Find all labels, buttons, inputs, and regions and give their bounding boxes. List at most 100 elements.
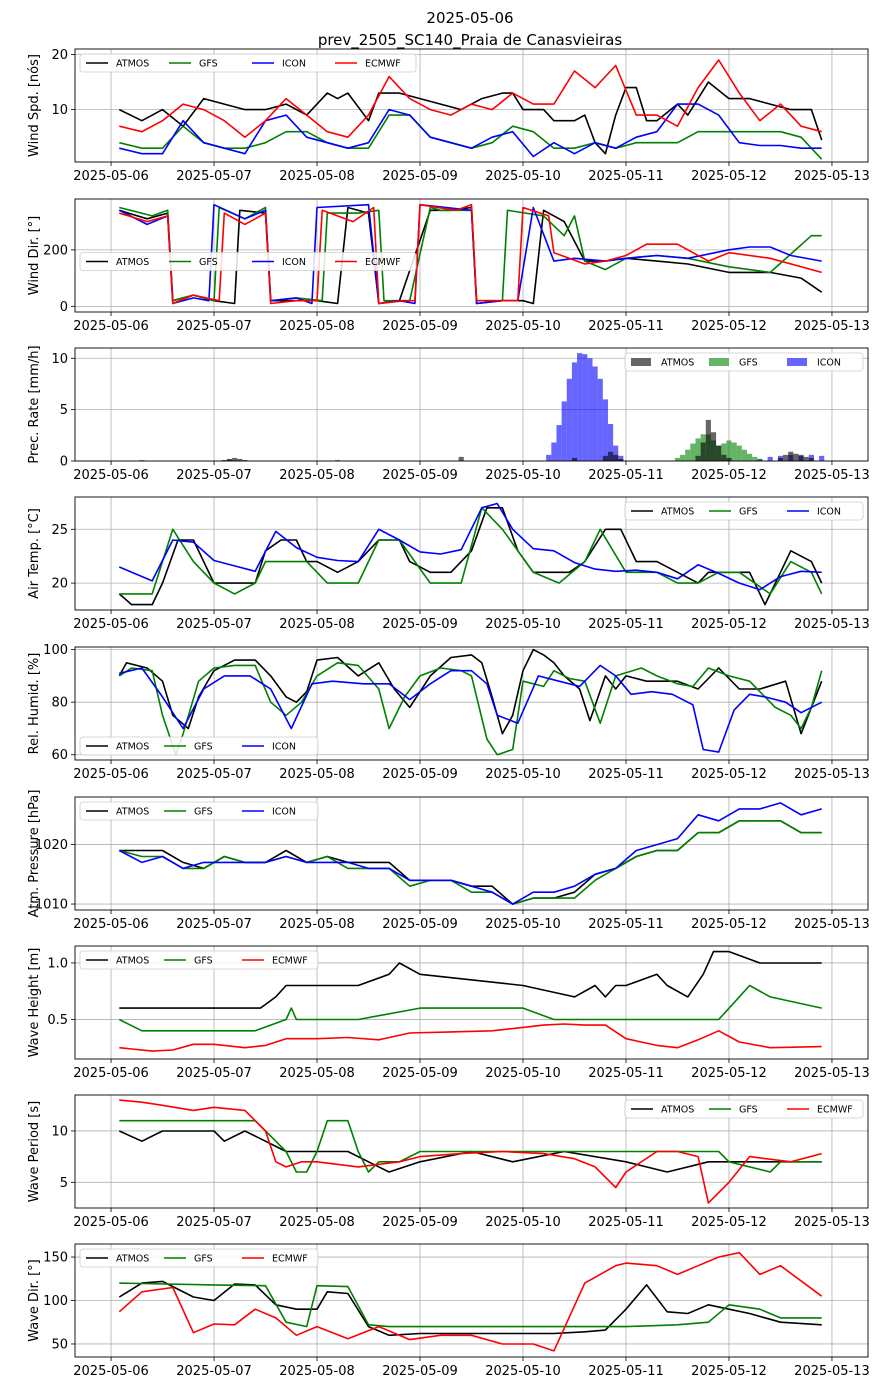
legend-label: ATMOS: [116, 956, 149, 967]
legend-label: ECMWF: [365, 59, 401, 70]
x-tick-label: 2025-05-10: [485, 1215, 561, 1230]
bar-icon: [587, 358, 593, 461]
legend-box: [79, 950, 319, 970]
y-tick-label: 150: [43, 1251, 68, 1266]
y-tick-label: 50: [51, 1337, 68, 1352]
legend-label: ATMOS: [116, 742, 149, 753]
legend: ATMOS GFS ECMWF: [79, 950, 319, 970]
plot-area: [139, 353, 825, 461]
x-tick-label: 2025-05-10: [485, 767, 561, 782]
x-tick-label: 2025-05-12: [691, 1066, 767, 1081]
legend-label: ATMOS: [661, 358, 694, 369]
bar-gfs: [741, 449, 747, 461]
y-axis-label: Wave Height [m]: [27, 948, 42, 1058]
x-tick-label: 2025-05-06: [73, 1066, 149, 1081]
x-tick-label: 2025-05-07: [176, 917, 252, 932]
legend-label: ATMOS: [661, 507, 694, 518]
bar-icon: [767, 456, 773, 461]
bar-icon: [577, 353, 583, 461]
bar-atmos: [221, 459, 227, 461]
x-tick-label: 2025-05-12: [691, 1364, 767, 1379]
bar-atmos: [783, 454, 789, 461]
legend-label: ICON: [817, 507, 841, 518]
bar-atmos: [618, 458, 624, 461]
bar-atmos: [695, 455, 701, 461]
bar-icon: [566, 378, 572, 461]
series-line-gfs: [119, 819, 822, 905]
series-line-icon: [119, 103, 822, 158]
x-tick-label: 2025-05-08: [279, 468, 355, 483]
bar-gfs: [335, 459, 341, 461]
legend-label: GFS: [194, 956, 213, 967]
bar-atmos: [700, 442, 706, 461]
y-axis-label: Air Temp. [°C]: [27, 508, 42, 599]
legend-box: [79, 801, 319, 821]
series-line-gfs: [118, 661, 823, 756]
plot-area: [118, 1099, 822, 1204]
y-tick-label: 0: [60, 455, 68, 470]
bar-atmos: [803, 456, 809, 461]
x-tick-label: 2025-05-08: [279, 1215, 355, 1230]
axes-frame: [74, 198, 869, 313]
x-tick-label: 2025-05-09: [382, 917, 458, 932]
x-tick-label: 2025-05-13: [794, 169, 870, 184]
y-tick-label: 100: [43, 643, 68, 658]
bar-gfs: [736, 445, 742, 461]
series-line-ecmwf: [119, 203, 822, 305]
x-tick-label: 2025-05-09: [382, 319, 458, 334]
x-tick-label: 2025-05-10: [485, 468, 561, 483]
plot-area: [118, 59, 823, 160]
y-tick-label: 80: [51, 696, 68, 711]
series-line-ecmwf: [118, 1251, 823, 1352]
legend-swatch: [631, 358, 651, 366]
y-tick-label: 20: [51, 48, 68, 63]
y-tick-label: 5: [60, 1176, 68, 1191]
legend-label: ATMOS: [116, 1254, 149, 1265]
series-line-atmos: [118, 648, 823, 735]
x-tick-label: 2025-05-10: [485, 917, 561, 932]
x-tick-label: 2025-05-11: [588, 319, 664, 334]
y-tick-label: 0: [60, 300, 68, 315]
legend-swatch: [709, 358, 729, 366]
series-line-ecmwf: [119, 1023, 822, 1052]
figure-subtitle: prev_2505_SC140_Praia de Canasvieiras: [318, 31, 623, 50]
axes-frame: [74, 48, 869, 163]
x-tick-label: 2025-05-08: [279, 767, 355, 782]
series-line-ecmwf: [119, 1099, 822, 1204]
bar-atmos: [716, 445, 722, 461]
bar-gfs: [746, 453, 753, 461]
bar-atmos: [602, 455, 608, 461]
legend-box: [79, 53, 417, 73]
x-tick-label: 2025-05-13: [794, 767, 870, 782]
x-tick-label: 2025-05-09: [382, 767, 458, 782]
y-axis-label: Wind Spd. [nós]: [27, 54, 42, 157]
y-tick-label: 1010: [35, 898, 68, 913]
panel-wave_period: 2025-05-06 2025-05-07 2025-05-08 2025-05-09…: [27, 1094, 870, 1230]
bar-gfs: [726, 440, 732, 461]
y-tick-label: 25: [51, 523, 68, 538]
bar-gfs: [690, 443, 696, 461]
x-tick-label: 2025-05-11: [588, 767, 664, 782]
x-tick-label: 2025-05-06: [73, 1364, 149, 1379]
x-tick-label: 2025-05-08: [279, 1364, 355, 1379]
legend: ATMOS GFS ECMWF: [79, 1248, 319, 1268]
y-tick-label: 10: [51, 1124, 68, 1139]
y-tick-label: 5: [60, 403, 68, 418]
axes-frame: [74, 945, 869, 1060]
bar-atmos: [798, 454, 804, 461]
legend-label: ATMOS: [116, 807, 149, 818]
y-tick-label: 1.0: [47, 956, 68, 971]
x-tick-label: 2025-05-09: [382, 1066, 458, 1081]
panel-pressure: 2025-05-06 2025-05-07 2025-05-08 2025-05-09…: [27, 790, 870, 932]
bar-icon: [602, 399, 608, 461]
series-line-atmos: [118, 1130, 822, 1173]
x-tick-label: 2025-05-12: [691, 319, 767, 334]
legend-label: ICON: [282, 257, 306, 268]
x-tick-label: 2025-05-09: [382, 1364, 458, 1379]
bar-atmos: [607, 451, 614, 461]
legend: ATMOS GFS ECMWF: [624, 1099, 864, 1119]
bar-atmos: [232, 457, 238, 461]
bar-icon: [561, 401, 567, 461]
legend-label: GFS: [194, 1254, 213, 1265]
series-line-icon: [118, 802, 822, 905]
